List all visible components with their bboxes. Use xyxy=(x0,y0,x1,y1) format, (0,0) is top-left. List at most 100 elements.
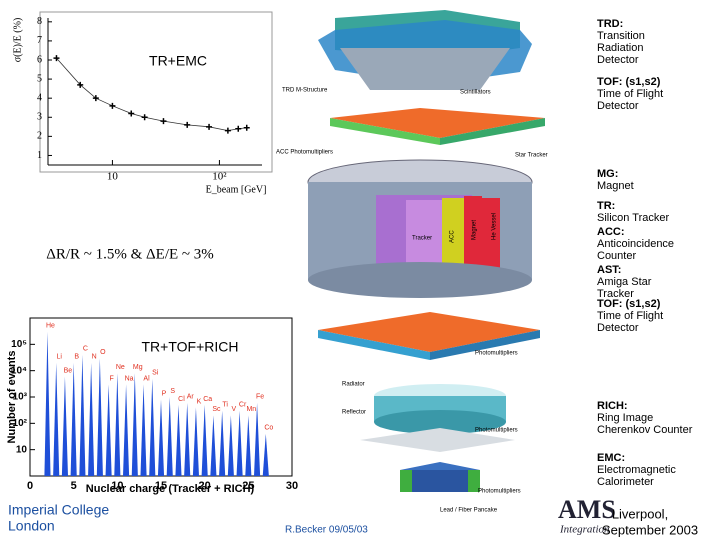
data-point xyxy=(160,118,167,125)
x-axis-label: Nuclear charge (Tracker + RICH) xyxy=(86,483,255,495)
element-label: Ti xyxy=(222,402,228,409)
x-tick-label: 5 xyxy=(71,480,77,492)
element-label: Al xyxy=(143,375,150,382)
peak xyxy=(53,362,60,476)
legend-line: Radiation xyxy=(597,42,643,54)
y-tick-label: 7 xyxy=(37,35,42,46)
element-label: Na xyxy=(125,375,134,382)
element-label: N xyxy=(92,354,97,361)
event: Liverpool, xyxy=(612,506,668,521)
detector-label: Reflector xyxy=(342,410,366,416)
peak xyxy=(131,373,138,476)
x-axis-label: E_beam [GeV] xyxy=(206,184,267,195)
legend-name: EMC: xyxy=(597,452,625,464)
x-tick-label: 20 xyxy=(199,480,211,492)
x-tick-label: 10 xyxy=(111,480,123,492)
legend-line: Magnet xyxy=(597,180,634,192)
peak xyxy=(61,376,68,476)
element-label: K xyxy=(197,398,202,405)
peak xyxy=(254,402,261,476)
data-point xyxy=(141,114,148,121)
detector-label: He Vessel xyxy=(492,213,498,240)
caption: TR+EMC xyxy=(149,53,207,69)
x-tick-label: 25 xyxy=(242,480,254,492)
detector-label: Lead / Fiber Pancake xyxy=(440,508,498,514)
x-tick-label: 10² xyxy=(212,171,227,183)
y-tick-label: 5 xyxy=(37,73,42,84)
detector-label: ACC Photomultipliers xyxy=(276,150,333,156)
detector-label: Magnet xyxy=(472,220,478,240)
x-tick-label: 30 xyxy=(286,480,298,492)
y-tick-label: 10⁴ xyxy=(11,365,27,376)
peak xyxy=(123,384,130,476)
y-tick-label: 10 xyxy=(16,444,28,455)
legend-line: Transition xyxy=(597,30,645,42)
peak xyxy=(44,331,51,476)
peak xyxy=(245,415,252,476)
data-point xyxy=(235,125,242,132)
legend-name: ACC: xyxy=(597,226,625,238)
peak xyxy=(114,373,121,476)
legend-line: Counter xyxy=(597,250,636,262)
legend-line: Tracker xyxy=(597,288,634,300)
legend-line: Calorimeter xyxy=(597,476,654,488)
peak xyxy=(227,415,234,476)
element-label: V xyxy=(232,406,237,413)
element-label: Ar xyxy=(187,394,195,401)
peak xyxy=(96,358,103,476)
element-label: Sc xyxy=(212,406,221,413)
detector-label: Tracker xyxy=(412,236,432,242)
data-point xyxy=(53,55,60,62)
data-point xyxy=(92,95,99,102)
peak xyxy=(149,378,156,476)
legend-line: Time of Flight xyxy=(597,310,663,322)
detector-label: ACC xyxy=(450,230,456,243)
legend-line: Cherenkov Counter xyxy=(597,424,693,436)
element-label: Be xyxy=(64,367,73,374)
caption: ΔR/R ~ 1.5% & ΔE/E ~ 3% xyxy=(46,246,214,262)
y-tick-label: 10³ xyxy=(13,392,28,403)
element-label: Si xyxy=(152,369,159,376)
element-label: Li xyxy=(56,354,62,361)
element-label: Mg xyxy=(133,364,143,371)
element-label: F xyxy=(109,375,113,382)
peak xyxy=(105,384,112,476)
y-tick-label: 4 xyxy=(37,92,42,103)
peak xyxy=(262,433,269,476)
legend-name: TRD: xyxy=(597,18,623,30)
logo: AMS xyxy=(558,495,616,524)
element-label: Cr xyxy=(239,402,247,409)
legend-name: RICH: xyxy=(597,400,628,412)
x-tick-label: 15 xyxy=(155,480,167,492)
detector-label: Radiator xyxy=(342,382,365,388)
element-label: P xyxy=(162,390,167,397)
peak xyxy=(219,410,226,476)
peak xyxy=(88,362,95,476)
element-label: Ne xyxy=(116,364,125,371)
legend-line: Detector xyxy=(597,54,639,66)
peak xyxy=(201,404,208,476)
peak xyxy=(210,415,217,476)
peak xyxy=(236,410,243,476)
detector-label: Scintillators xyxy=(460,90,491,96)
element-label: O xyxy=(100,349,106,356)
data-point xyxy=(184,121,191,128)
element-label: He xyxy=(46,323,55,330)
author: R.Becker 09/05/03 xyxy=(285,525,368,536)
element-label: Fe xyxy=(256,394,264,401)
event: September 2003 xyxy=(602,522,698,537)
x-tick-label: 0 xyxy=(27,480,33,492)
y-tick-label: 8 xyxy=(37,16,42,27)
detector-illustration xyxy=(307,10,545,492)
legend-name: AST: xyxy=(597,264,621,276)
data-point xyxy=(243,124,250,131)
peak xyxy=(157,399,165,476)
legend-line: Anticoincidence xyxy=(597,238,674,250)
y-axis-label: Number of events xyxy=(6,351,18,444)
y-tick-label: 10² xyxy=(13,418,28,429)
institution: London xyxy=(8,518,55,534)
element-label: Co xyxy=(264,425,273,432)
peak xyxy=(175,404,182,476)
legend-line: Detector xyxy=(597,100,639,112)
